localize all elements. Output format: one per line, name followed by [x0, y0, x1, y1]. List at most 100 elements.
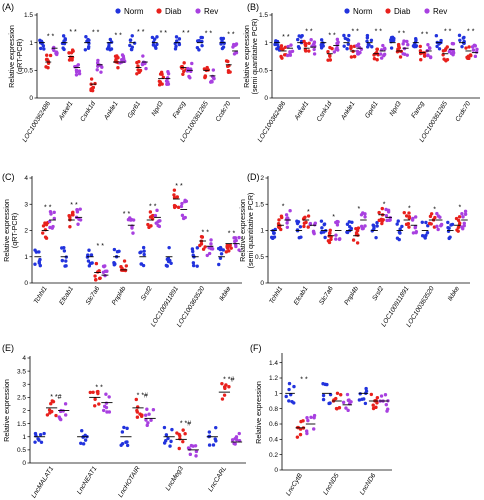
data-point	[142, 252, 146, 257]
data-point	[98, 276, 102, 280]
data-point	[63, 38, 67, 42]
legend-label: Norm	[353, 7, 373, 16]
data-point	[306, 214, 311, 218]
data-point	[381, 43, 385, 48]
data-point	[301, 419, 305, 423]
data-point	[436, 214, 441, 218]
data-point	[93, 81, 97, 86]
data-point	[112, 247, 117, 252]
data-point	[302, 221, 307, 225]
data-point	[81, 442, 86, 446]
data-point	[151, 407, 156, 412]
data-point	[164, 439, 168, 443]
data-point	[328, 45, 332, 50]
data-point	[309, 38, 313, 42]
data-point	[464, 46, 468, 50]
panel-4: (E) 0 0.5 1 1.5 2 2.5 3 3.5 4 Relative expression *…	[2, 343, 246, 499]
y-axis-title: Relative expression	[242, 25, 251, 88]
data-point	[84, 35, 88, 39]
data-point	[103, 273, 107, 278]
data-point	[64, 264, 68, 268]
data-point	[87, 38, 91, 42]
data-point	[48, 53, 53, 58]
data-point	[150, 214, 154, 218]
data-point	[364, 386, 368, 391]
data-point	[349, 226, 354, 231]
data-point	[346, 408, 350, 413]
data-point	[322, 222, 326, 227]
data-point	[191, 263, 196, 268]
significance-mark: * *	[467, 28, 475, 35]
data-point	[219, 252, 224, 256]
data-point	[144, 413, 148, 417]
category-label: Srsf2	[140, 285, 154, 302]
category-label: Ikbke	[447, 285, 461, 302]
significance-mark: * *#	[50, 394, 61, 401]
data-point	[203, 74, 208, 79]
data-point	[120, 442, 125, 446]
significance-mark: * *	[305, 29, 313, 36]
data-point	[91, 390, 95, 394]
category-label: LncMALAT1	[30, 465, 55, 499]
data-point	[191, 249, 195, 254]
data-point	[319, 219, 324, 223]
data-point	[207, 251, 212, 256]
data-point	[308, 221, 313, 226]
data-point	[435, 44, 439, 49]
data-point	[346, 38, 351, 42]
data-point	[42, 431, 46, 436]
data-point	[370, 45, 374, 49]
y-tick-label: 1	[22, 434, 26, 441]
data-point	[93, 274, 97, 278]
data-point	[162, 425, 167, 430]
data-point	[335, 391, 340, 395]
data-point	[369, 392, 374, 397]
y-tick-label: 0.6	[269, 421, 278, 428]
data-point	[379, 56, 384, 60]
y-tick-label: 0	[29, 95, 33, 102]
data-point	[446, 220, 450, 225]
data-point	[345, 230, 349, 234]
data-point	[288, 50, 292, 54]
category-label: LncNEAT1	[76, 465, 99, 496]
data-point	[297, 236, 301, 240]
data-point	[364, 389, 369, 393]
data-point	[128, 43, 132, 48]
data-point	[177, 446, 181, 451]
data-point	[33, 431, 38, 436]
category-label: LncCARL	[207, 465, 228, 493]
data-point	[97, 269, 101, 273]
data-point	[363, 215, 367, 219]
category-label: Ankle1	[102, 100, 119, 122]
data-point	[167, 245, 171, 250]
data-point	[371, 223, 375, 227]
data-point	[230, 438, 235, 442]
data-point	[450, 222, 455, 227]
data-point	[218, 247, 223, 252]
data-point	[285, 221, 289, 225]
data-point	[69, 51, 74, 55]
data-point	[442, 57, 446, 61]
data-point	[382, 46, 387, 51]
data-point	[221, 36, 226, 41]
data-point	[428, 55, 433, 59]
data-point	[183, 215, 187, 220]
category-label: Ankef1	[293, 100, 311, 122]
data-point	[109, 40, 114, 44]
data-point	[237, 235, 241, 240]
data-point	[400, 224, 404, 229]
legend-label: Diab	[165, 7, 182, 16]
significance-mark: *	[358, 206, 361, 213]
y-tick-label: 4	[24, 175, 28, 182]
data-point	[34, 250, 39, 254]
data-point	[186, 66, 190, 71]
data-point	[234, 51, 239, 55]
data-point	[41, 231, 45, 235]
data-point	[128, 216, 132, 220]
data-point	[218, 256, 223, 260]
y-tick-label: 0	[24, 280, 28, 287]
data-point	[195, 264, 199, 268]
significance-mark: * *	[205, 30, 213, 37]
y-tick-label: 2	[24, 228, 28, 235]
